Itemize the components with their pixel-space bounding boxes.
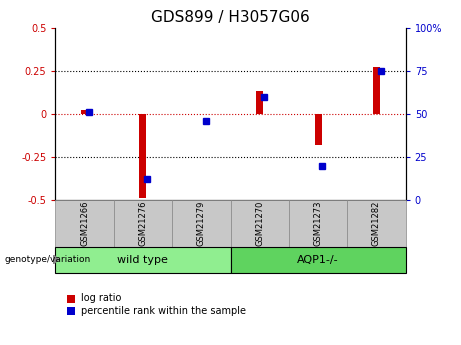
- Text: wild type: wild type: [118, 255, 168, 265]
- Text: GSM21276: GSM21276: [138, 201, 148, 246]
- Bar: [289, 200, 347, 247]
- Text: GSM21266: GSM21266: [80, 201, 89, 246]
- Bar: [81, 110, 88, 114]
- Bar: [55, 247, 230, 273]
- Bar: [172, 200, 230, 247]
- Title: GDS899 / H3057G06: GDS899 / H3057G06: [151, 10, 310, 25]
- Bar: [55, 200, 114, 247]
- Polygon shape: [53, 255, 59, 264]
- Bar: [347, 200, 406, 247]
- Text: log ratio: log ratio: [81, 294, 121, 303]
- Bar: [314, 114, 322, 145]
- Bar: [139, 114, 147, 198]
- Text: AQP1-/-: AQP1-/-: [297, 255, 339, 265]
- Bar: [114, 200, 172, 247]
- Text: percentile rank within the sample: percentile rank within the sample: [81, 306, 246, 315]
- Bar: [373, 67, 380, 114]
- Text: GSM21279: GSM21279: [197, 201, 206, 246]
- Bar: [230, 200, 289, 247]
- Bar: [256, 91, 263, 114]
- Text: genotype/variation: genotype/variation: [5, 255, 91, 264]
- Text: GSM21273: GSM21273: [313, 201, 323, 246]
- Bar: [230, 247, 406, 273]
- Text: GSM21282: GSM21282: [372, 201, 381, 246]
- Text: GSM21270: GSM21270: [255, 201, 264, 246]
